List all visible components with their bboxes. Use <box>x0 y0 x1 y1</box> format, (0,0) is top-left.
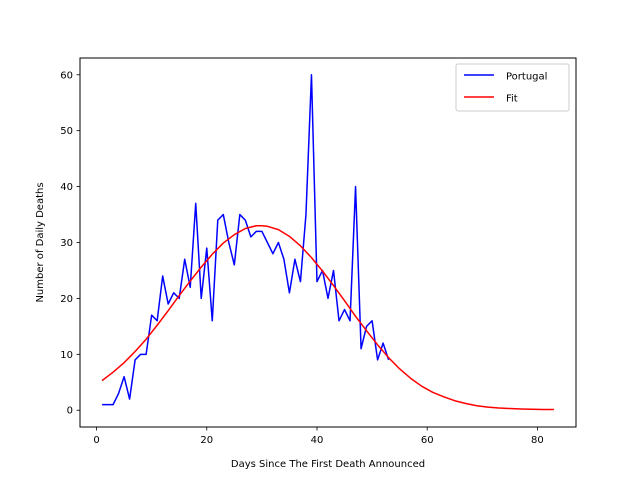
y-tick-label: 40 <box>60 182 73 193</box>
x-tick-label: 40 <box>311 435 324 446</box>
y-tick-label: 50 <box>60 126 73 137</box>
series-line-fit <box>101 224 554 411</box>
y-tick-label: 30 <box>60 238 73 249</box>
y-tick-label: 0 <box>67 406 73 417</box>
series-line-portugal <box>102 74 390 406</box>
legend-label-fit: Fit <box>506 94 518 105</box>
y-tick-label: 60 <box>60 70 73 81</box>
y-axis-ticks: 0 10 20 30 40 50 60 <box>60 70 80 417</box>
y-tick-label: 10 <box>60 350 73 361</box>
y-axis-label: Number of Daily Deaths <box>35 182 46 302</box>
y-tick-label: 20 <box>60 294 73 305</box>
x-tick-label: 80 <box>531 435 544 446</box>
legend-label-portugal: Portugal <box>506 72 547 83</box>
plot-lines <box>101 74 554 411</box>
x-tick-label: 0 <box>93 435 99 446</box>
x-tick-label: 20 <box>200 435 213 446</box>
x-tick-label: 60 <box>421 435 434 446</box>
x-axis-label: Days Since The First Death Announced <box>231 459 425 470</box>
legend: Portugal Fit <box>455 63 570 112</box>
x-axis-ticks: 0 20 40 60 80 <box>93 427 544 446</box>
